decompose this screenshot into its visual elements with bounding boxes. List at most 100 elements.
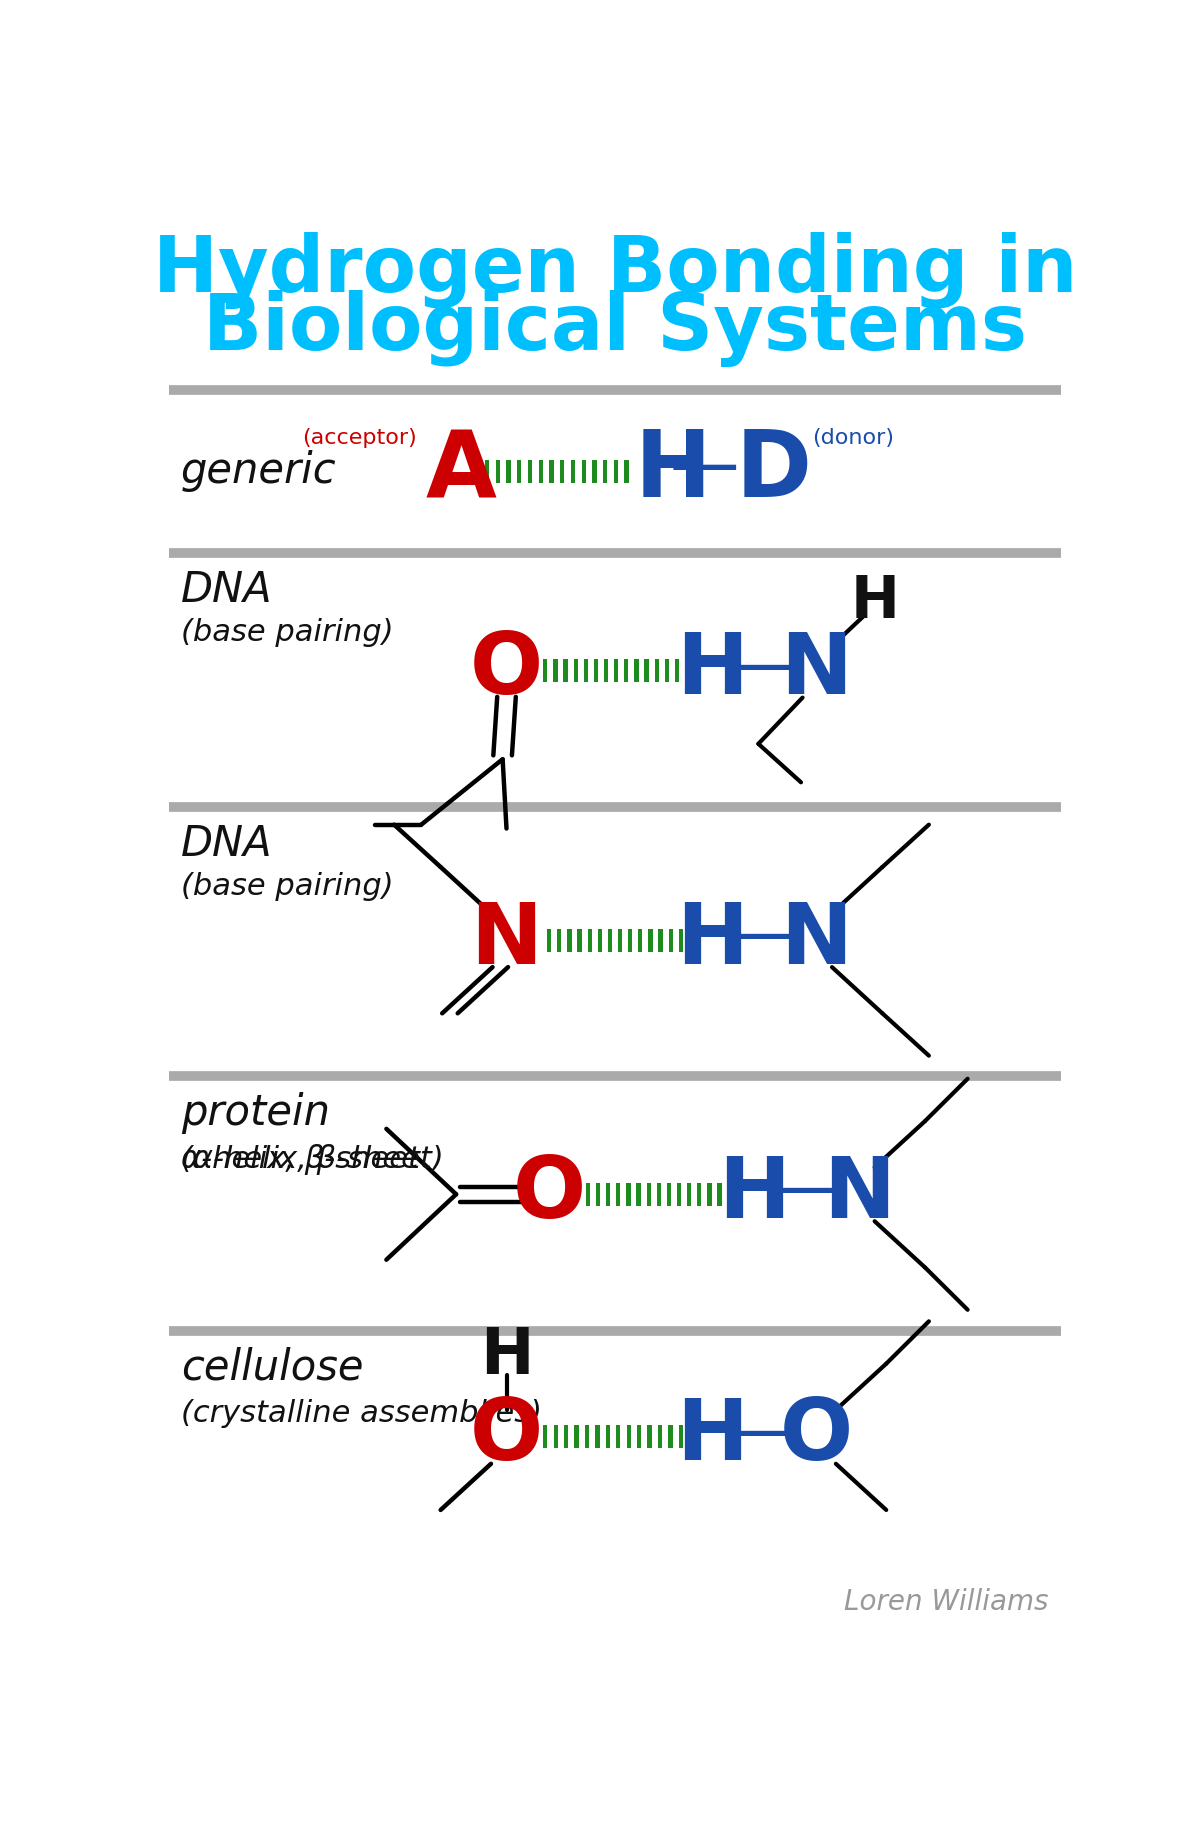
Text: (α-helix, β-sheet): (α-helix, β-sheet)	[181, 1144, 444, 1175]
Text: (crystalline assemblies): (crystalline assemblies)	[181, 1399, 542, 1429]
Text: N: N	[780, 898, 852, 981]
Text: O: O	[470, 1395, 544, 1478]
Bar	[568, 928, 571, 952]
Text: generic: generic	[181, 451, 337, 492]
Text: (donor): (donor)	[812, 429, 895, 447]
Bar	[667, 1183, 671, 1207]
Bar	[674, 660, 679, 682]
Bar	[598, 928, 602, 952]
Bar	[604, 660, 608, 682]
Text: (base pairing): (base pairing)	[181, 872, 394, 900]
Bar	[613, 460, 618, 482]
Bar	[638, 928, 642, 952]
Text: A: A	[425, 427, 496, 516]
Bar	[584, 1425, 589, 1449]
Bar	[588, 928, 592, 952]
Bar	[608, 928, 612, 952]
Text: O: O	[780, 1395, 853, 1478]
Text: (acceptor): (acceptor)	[302, 429, 418, 447]
Bar	[635, 660, 638, 682]
Text: O: O	[512, 1153, 586, 1236]
Text: cellulose: cellulose	[181, 1347, 364, 1388]
Bar	[624, 460, 629, 482]
Bar	[648, 1425, 652, 1449]
Bar	[614, 660, 618, 682]
Bar	[586, 1183, 590, 1207]
Bar	[547, 928, 551, 952]
Bar	[544, 660, 547, 682]
Text: H: H	[676, 628, 748, 711]
Bar	[575, 1425, 578, 1449]
Bar	[677, 1183, 682, 1207]
Text: H: H	[850, 573, 899, 630]
Bar	[583, 660, 588, 682]
Text: protein: protein	[181, 1092, 330, 1135]
Bar	[718, 1183, 721, 1207]
Bar	[616, 1183, 620, 1207]
Bar	[624, 660, 629, 682]
Bar	[707, 1183, 712, 1207]
Bar	[485, 460, 490, 482]
Bar	[517, 460, 522, 482]
Bar	[593, 460, 596, 482]
Text: DNA: DNA	[181, 569, 272, 612]
Bar	[688, 1183, 691, 1207]
Bar	[539, 460, 542, 482]
Text: DNA: DNA	[181, 822, 272, 865]
Bar	[595, 1425, 600, 1449]
Bar	[557, 928, 562, 952]
Bar	[668, 1425, 672, 1449]
Text: N: N	[470, 898, 542, 981]
Text: Hydrogen Bonding in: Hydrogen Bonding in	[152, 231, 1078, 309]
Text: H: H	[635, 427, 710, 516]
Bar	[544, 1425, 547, 1449]
Bar	[668, 928, 673, 952]
Text: D: D	[736, 427, 811, 516]
Bar	[606, 1425, 610, 1449]
Bar	[604, 460, 607, 482]
Bar	[571, 460, 575, 482]
Bar	[679, 1425, 683, 1449]
Bar	[577, 928, 582, 952]
Bar	[596, 1183, 600, 1207]
Bar	[563, 660, 568, 682]
Bar	[550, 460, 553, 482]
Bar	[679, 928, 683, 952]
Text: H: H	[676, 1395, 748, 1478]
Text: —: —	[775, 1157, 842, 1223]
Bar	[656, 1183, 661, 1207]
Text: —: —	[670, 434, 739, 501]
Text: H: H	[480, 1325, 533, 1388]
Bar	[626, 1425, 631, 1449]
Bar	[697, 1183, 702, 1207]
Text: Biological Systems: Biological Systems	[203, 290, 1027, 366]
Bar	[648, 928, 653, 952]
Text: H: H	[719, 1153, 791, 1236]
Text: α-helix, β-sheet: α-helix, β-sheet	[181, 1144, 420, 1175]
Bar	[560, 460, 564, 482]
Bar	[606, 1183, 611, 1207]
Text: N: N	[823, 1153, 895, 1236]
Bar	[654, 660, 659, 682]
Bar	[528, 460, 532, 482]
Text: O: O	[470, 628, 544, 711]
Bar	[644, 660, 649, 682]
Bar	[496, 460, 500, 482]
Bar	[658, 1425, 662, 1449]
Text: H: H	[676, 898, 748, 981]
Bar	[506, 460, 511, 482]
Bar	[553, 660, 558, 682]
Text: —: —	[733, 634, 799, 700]
Text: —: —	[733, 904, 799, 970]
Bar	[582, 460, 586, 482]
Bar	[626, 1183, 630, 1207]
Bar	[647, 1183, 650, 1207]
Bar	[594, 660, 598, 682]
Text: Loren Williams: Loren Williams	[845, 1589, 1049, 1617]
Bar	[636, 1183, 641, 1207]
Bar	[637, 1425, 641, 1449]
Bar	[659, 928, 662, 952]
Bar	[564, 1425, 569, 1449]
Bar	[616, 1425, 620, 1449]
Bar	[574, 660, 577, 682]
